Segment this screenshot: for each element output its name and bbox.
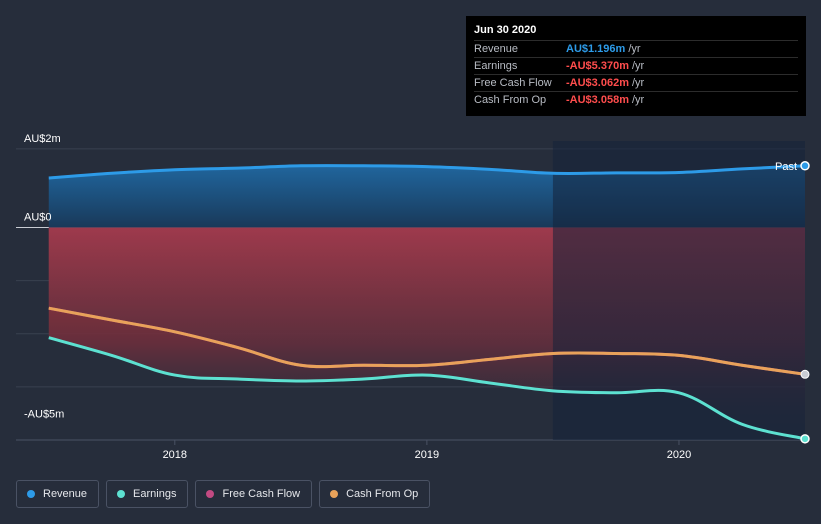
chart-area: Past AU$2m AU$0 -AU$5m 2018 2019 2020 [16,133,810,461]
legend-item-revenue[interactable]: Revenue [16,480,100,508]
tooltip-label: Cash From Op [474,94,547,106]
legend-label: Revenue [43,488,88,500]
revenue-line [48,164,806,180]
tooltip-date: Jun 30 2020 [474,24,537,36]
axis-ticks: AU$2m AU$0 -AU$5m 2018 2019 2020 [24,133,691,461]
legend-dot-icon [117,490,126,498]
y-tick-label: AU$0 [24,212,52,224]
earnings-end-point [800,434,810,444]
legend-dot-icon [330,490,339,498]
tooltip-value: -AU$5.370m [566,60,629,72]
x-tick-label: 2019 [415,449,439,461]
legend: Revenue Earnings Free Cash Flow Cash Fro… [16,480,431,508]
legend-label: Earnings [133,488,177,500]
tooltip-value: AU$1.196m [566,43,626,55]
past-label: Past [775,161,797,173]
tooltip-unit: /yr [631,94,645,106]
cash-from-op-end-point [800,369,810,379]
x-tick-label: 2020 [667,449,691,461]
tooltip-row-revenue: Revenue AU$1.196m /yr [474,40,798,57]
earnings-line [48,336,806,441]
tooltip-row-cash-from-op: Cash From Op -AU$3.058m /yr [474,91,798,108]
legend-dot-icon [206,490,215,498]
legend-item-earnings[interactable]: Earnings [106,480,189,508]
legend-label: Free Cash Flow [222,488,301,500]
tooltip-unit: /yr [631,77,645,89]
end-markers: Past [775,161,810,444]
tooltip-row-free-cash-flow: Free Cash Flow -AU$3.062m /yr [474,74,798,91]
tooltip-label: Revenue [474,43,519,55]
series-lines [48,164,806,441]
revenue-end-point [800,161,810,171]
y-tick-label: -AU$5m [24,408,64,420]
tooltip-label: Free Cash Flow [474,77,552,89]
tooltip-row-earnings: Earnings -AU$5.370m /yr [474,57,798,74]
x-tick-label: 2018 [163,449,187,461]
legend-dot-icon [27,490,35,498]
legend-label: Cash From Op [346,488,419,500]
tooltip-value: -AU$3.062m [566,77,629,89]
tooltip-value: -AU$3.058m [566,94,629,106]
tooltip-label: Earnings [474,60,518,72]
cash-from-op-line [48,306,806,376]
tooltip-unit: /yr [628,43,641,55]
tooltip: Jun 30 2020 Revenue AU$1.196m /yr Earnin… [466,16,806,116]
tooltip-unit: /yr [631,60,645,72]
legend-item-cash-from-op[interactable]: Cash From Op [319,480,431,508]
y-tick-label: AU$2m [24,133,61,145]
legend-item-free-cash-flow[interactable]: Free Cash Flow [195,480,313,508]
future-region-shade [552,141,805,440]
